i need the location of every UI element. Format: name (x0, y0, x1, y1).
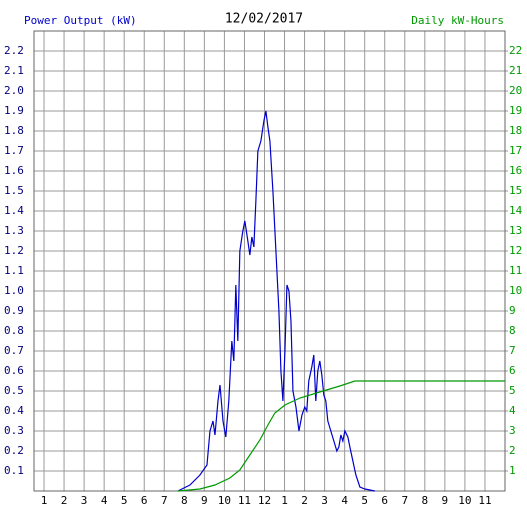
y2-tick-label: 10 (509, 284, 522, 297)
y2-tick-label: 8 (509, 324, 516, 337)
y-tick-label: 0.5 (4, 384, 24, 397)
x-tick-label: 8 (181, 494, 188, 507)
y-tick-label: 0.1 (4, 464, 24, 477)
y2-tick-label: 7 (509, 344, 516, 357)
x-tick-label: 1 (41, 494, 48, 507)
y-tick-label: 0.8 (4, 324, 24, 337)
y2-tick-label: 15 (509, 184, 522, 197)
y2-tick-label: 13 (509, 224, 522, 237)
y-tick-label: 0.6 (4, 364, 24, 377)
x-tick-label: 4 (341, 494, 348, 507)
y-tick-label: 0.9 (4, 304, 24, 317)
x-tick-label: 10 (218, 494, 231, 507)
y-tick-label: 1.7 (4, 144, 24, 157)
y2-tick-label: 6 (509, 364, 516, 377)
y-tick-label: 0.3 (4, 424, 24, 437)
chart-title: 12/02/2017 (225, 12, 303, 27)
y-tick-label: 2.0 (4, 84, 24, 97)
y2-tick-label: 9 (509, 304, 516, 317)
y2-tick-label: 1 (509, 464, 516, 477)
y-tick-label: 2.2 (4, 44, 24, 57)
y-tick-label: 1.3 (4, 224, 24, 237)
x-tick-label: 12 (258, 494, 271, 507)
y2-tick-label: 20 (509, 84, 522, 97)
y2-tick-label: 3 (509, 424, 516, 437)
y2-tick-label: 14 (509, 204, 523, 217)
y2-tick-label: 17 (509, 144, 522, 157)
y-tick-label: 1.0 (4, 284, 24, 297)
x-tick-label: 1 (281, 494, 288, 507)
x-tick-label: 8 (422, 494, 429, 507)
x-tick-label: 10 (458, 494, 471, 507)
y-tick-label: 0.7 (4, 344, 24, 357)
y-tick-label: 1.8 (4, 124, 24, 137)
y-tick-label: 1.4 (4, 204, 24, 217)
y2-axis-title: Daily kW-Hours (411, 14, 504, 27)
y2-tick-label: 11 (509, 264, 522, 277)
x-tick-label: 2 (301, 494, 308, 507)
x-tick-label: 11 (478, 494, 491, 507)
y-tick-label: 1.9 (4, 104, 24, 117)
plot-border (33, 30, 506, 492)
x-tick-label: 11 (238, 494, 251, 507)
y-tick-label: 0.2 (4, 444, 24, 457)
series-line (177, 110, 376, 492)
y2-tick-label: 16 (509, 164, 522, 177)
y2-tick-label: 18 (509, 124, 522, 137)
y2-tick-label: 12 (509, 244, 522, 257)
y2-tick-label: 2 (509, 444, 516, 457)
y-tick-label: 1.2 (4, 244, 24, 257)
y-tick-label: 1.1 (4, 264, 24, 277)
x-tick-label: 6 (141, 494, 148, 507)
x-tick-label: 9 (201, 494, 208, 507)
x-tick-label: 9 (442, 494, 449, 507)
y2-tick-label: 5 (509, 384, 516, 397)
x-tick-label: 4 (101, 494, 108, 507)
y2-tick-label: 19 (509, 104, 522, 117)
y2-tick-label: 4 (509, 404, 516, 417)
y-tick-label: 0.4 (4, 404, 24, 417)
x-tick-label: 2 (61, 494, 68, 507)
y-axis-title: Power Output (kW) (24, 14, 137, 27)
x-tick-label: 6 (381, 494, 388, 507)
y-tick-label: 1.6 (4, 164, 24, 177)
y2-tick-label: 22 (509, 44, 522, 57)
x-tick-label: 5 (121, 494, 128, 507)
series-line (177, 380, 505, 492)
x-tick-label: 3 (321, 494, 328, 507)
x-tick-label: 5 (361, 494, 368, 507)
y-tick-label: 2.1 (4, 64, 24, 77)
y-tick-label: 1.5 (4, 184, 24, 197)
x-tick-label: 7 (161, 494, 168, 507)
y2-tick-label: 21 (509, 64, 522, 77)
x-tick-label: 7 (401, 494, 408, 507)
x-tick-label: 3 (81, 494, 88, 507)
